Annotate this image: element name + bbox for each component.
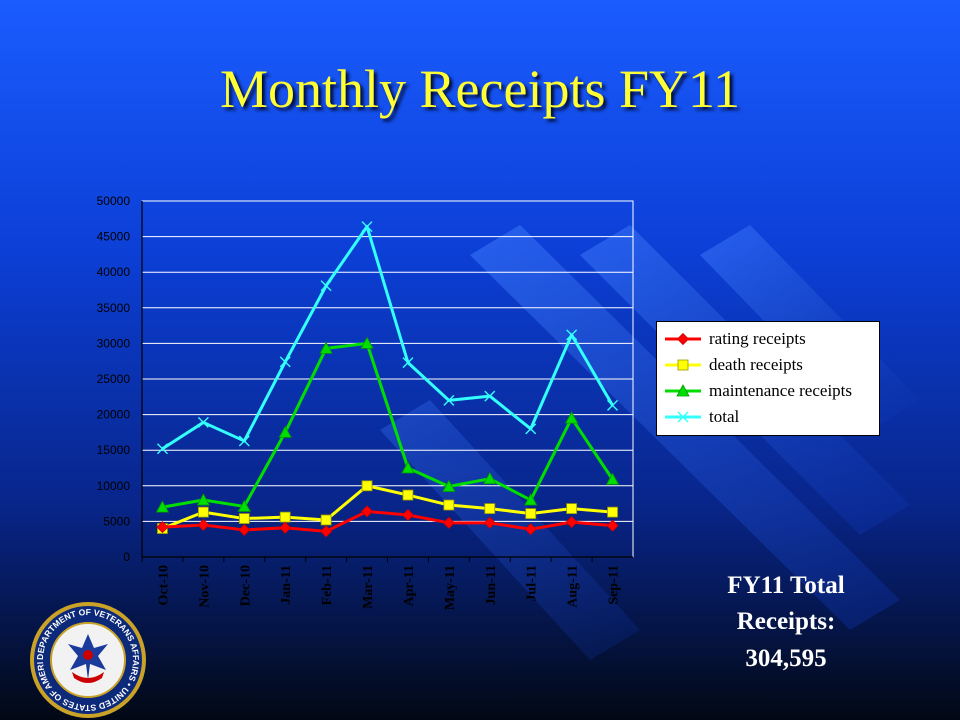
y-tick-label: 5000 — [103, 514, 130, 528]
data-point-rating-receipts — [279, 521, 292, 534]
data-point-maintenance-receipts — [360, 336, 374, 349]
legend-item: maintenance receipts — [663, 380, 852, 402]
data-point-death-receipts — [197, 506, 209, 518]
line-chart: 0 5000 10000 15000 20000 25000 30000 35000 40000… — [60, 185, 660, 645]
y-tick-label: 40000 — [97, 265, 131, 279]
y-tick-label: 10000 — [97, 479, 131, 493]
x-tick-label: Nov-10 — [197, 565, 212, 608]
data-point-death-receipts — [320, 514, 332, 526]
series-line-death-receipts — [161, 484, 613, 530]
data-point-death-receipts — [607, 506, 618, 518]
legend-item: rating receipts — [663, 328, 806, 350]
y-tick-label: 45000 — [97, 230, 131, 244]
data-point-total — [402, 357, 414, 369]
legend-label: maintenance receipts — [709, 381, 853, 400]
data-point-rating-receipts — [565, 516, 578, 529]
data-point-death-receipts — [361, 480, 373, 492]
y-tick-label: 20000 — [97, 408, 131, 422]
data-point-death-receipts — [566, 503, 578, 514]
series-line-maintenance-receipts — [162, 341, 614, 509]
va-seal-icon: DEPARTMENT OF VETERANS AFFAIRS • UNITED … — [28, 600, 146, 718]
data-point-total — [197, 416, 209, 428]
data-point-rating-receipts — [524, 523, 537, 536]
data-point-maintenance-receipts — [319, 341, 333, 354]
total-note-line1: FY11 Total — [727, 572, 845, 599]
data-point-rating-receipts — [401, 508, 415, 522]
data-point-total — [525, 423, 537, 435]
legend-label: death receipts — [709, 355, 803, 374]
total-receipts-note: FY11 Total Receipts: 304,595 — [705, 568, 867, 677]
data-point-maintenance-receipts — [564, 411, 579, 424]
data-point-rating-receipts — [442, 516, 455, 529]
x-tick-label: May-11 — [443, 565, 458, 610]
data-point-maintenance-receipts — [605, 472, 620, 485]
data-point-total — [156, 443, 168, 455]
slide-title: Monthly Receipts FY11 — [220, 59, 740, 119]
data-point-death-receipts — [443, 499, 455, 511]
data-point-rating-receipts — [197, 518, 210, 532]
data-point-total — [484, 390, 496, 402]
x-tick-label: Dec-10 — [238, 565, 253, 606]
x-tick-label: Jul-11 — [525, 565, 540, 602]
data-point-maintenance-receipts — [155, 500, 170, 513]
x-tick-label: Mar-11 — [361, 565, 376, 609]
series-line-rating-receipts — [162, 509, 613, 533]
square-marker — [677, 359, 689, 371]
y-tick-label: 25000 — [97, 372, 131, 386]
series-line-total — [161, 225, 614, 451]
data-point-death-receipts — [525, 508, 537, 519]
triangle-marker — [676, 384, 690, 397]
data-point-rating-receipts — [156, 521, 169, 534]
data-point-total — [566, 329, 578, 341]
y-tick-label: 30000 — [97, 336, 131, 350]
data-point-maintenance-receipts — [483, 471, 497, 485]
data-point-total — [607, 399, 619, 411]
data-point-total — [238, 435, 250, 447]
x-tick-label: Oct-10 — [156, 565, 171, 605]
x-tick-label: Feb-11 — [320, 565, 335, 605]
data-point-death-receipts — [484, 503, 496, 514]
chart-svg: 0 5000 10000 15000 20000 25000 30000 35000 40000… — [97, 194, 634, 610]
legend-swatch — [665, 332, 701, 346]
data-point-maintenance-receipts — [196, 493, 211, 506]
data-point-rating-receipts — [483, 516, 496, 529]
data-point-total — [361, 221, 373, 233]
chart-legend: rating receipts death receipts maintenance… — [656, 321, 880, 436]
legend-label: total — [709, 407, 740, 426]
data-point-rating-receipts — [606, 519, 619, 532]
data-point-death-receipts — [279, 511, 291, 523]
legend-item: total — [663, 406, 739, 428]
data-point-maintenance-receipts — [401, 461, 415, 474]
data-point-maintenance-receipts — [442, 479, 456, 492]
x-tick-label: Jan-11 — [279, 565, 294, 605]
data-point-maintenance-receipts — [278, 425, 292, 438]
legend-swatch — [665, 384, 701, 397]
y-tick-label: 15000 — [97, 443, 131, 457]
data-point-total — [320, 280, 332, 292]
data-point-rating-receipts — [360, 505, 374, 518]
legend-swatch — [665, 359, 701, 371]
data-point-rating-receipts — [238, 523, 251, 537]
legend-label: rating receipts — [709, 329, 806, 348]
x-tick-label: Jun-11 — [484, 565, 499, 605]
x-marker — [677, 411, 689, 423]
total-note-line2: Receipts: — [736, 608, 836, 636]
x-tick-label: Apr-11 — [402, 565, 417, 606]
data-point-maintenance-receipts — [524, 493, 538, 506]
y-tick-label: 35000 — [97, 301, 131, 315]
x-tick-label: Sep-11 — [607, 565, 622, 605]
data-point-maintenance-receipts — [237, 499, 251, 512]
y-tick-label: 50000 — [97, 194, 131, 208]
total-note-value: 304,595 — [745, 644, 827, 672]
data-point-total — [443, 394, 455, 406]
diamond-marker — [676, 332, 690, 346]
data-point-rating-receipts — [320, 525, 333, 538]
x-tick-label: Aug-11 — [566, 565, 581, 608]
legend-swatch — [665, 411, 701, 423]
legend-item: death receipts — [663, 354, 803, 376]
data-point-death-receipts — [238, 513, 250, 524]
data-point-total — [279, 356, 291, 368]
y-tick-label: 0 — [123, 550, 130, 564]
data-point-death-receipts — [402, 489, 414, 501]
